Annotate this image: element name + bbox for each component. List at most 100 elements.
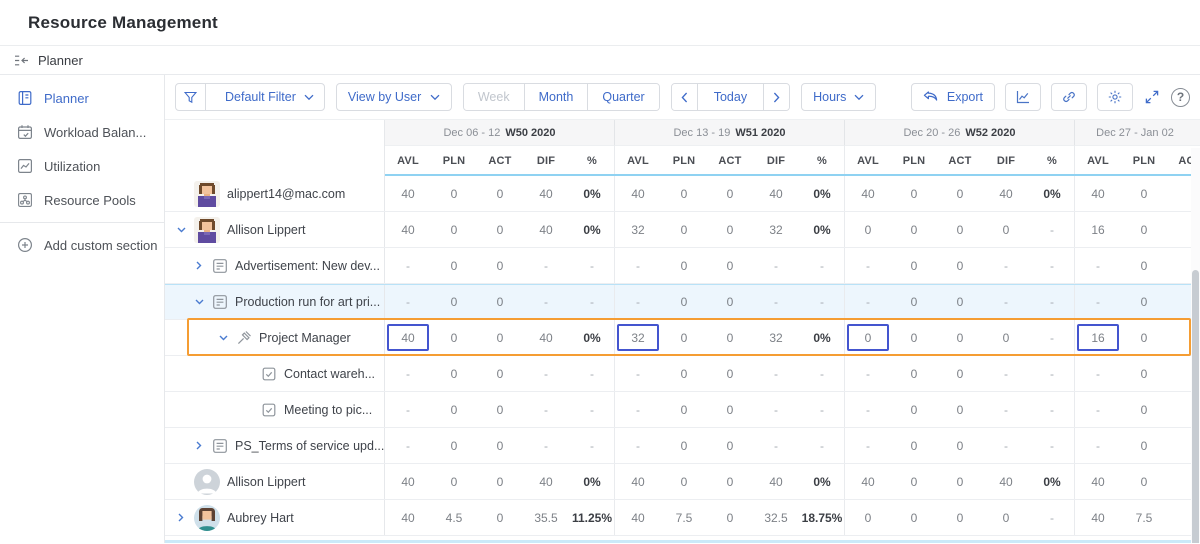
chart-view-button[interactable] <box>1005 83 1041 111</box>
cell[interactable]: 0 <box>496 366 504 381</box>
cell[interactable]: 0 <box>864 222 872 237</box>
row-name-cell[interactable]: PS_Terms of service upd... <box>165 428 385 463</box>
cell[interactable]: - <box>1096 402 1100 417</box>
cell[interactable]: - <box>1096 258 1100 273</box>
cell[interactable]: 0% <box>813 474 831 489</box>
cell[interactable]: 0 <box>956 366 964 381</box>
cell[interactable]: 0 <box>910 330 918 345</box>
cell[interactable]: 40 <box>769 474 783 489</box>
chevron-down-icon[interactable] <box>193 299 205 305</box>
cell[interactable]: 0 <box>956 438 964 453</box>
cell[interactable]: - <box>590 295 594 309</box>
cell[interactable]: - <box>1004 402 1008 417</box>
cell[interactable]: 32 <box>769 222 783 237</box>
chevron-right-icon[interactable] <box>175 513 187 522</box>
cell[interactable]: 0 <box>1140 330 1148 345</box>
cell[interactable]: 16 <box>1091 222 1105 237</box>
cell[interactable]: 7.5 <box>675 510 693 525</box>
table-row-allison-lippert[interactable]: Allison Lippert 40 0 0 40 0% 40 0 0 40 0% 40 0 0 40 0% 4… <box>165 464 1200 500</box>
collapse-panel-icon[interactable] <box>14 55 29 66</box>
cell[interactable]: - <box>774 295 778 309</box>
export-button[interactable]: Export <box>910 83 995 111</box>
vertical-scrollbar[interactable] <box>1191 148 1200 543</box>
cell[interactable]: 4.5 <box>445 510 463 525</box>
table-row-ps-terms-of-service-upd[interactable]: PS_Terms of service upd... -0 0- - -0 0- - -0 0-… <box>165 428 1200 464</box>
cell[interactable]: 0 <box>956 402 964 417</box>
row-name-cell[interactable]: Aubrey Hart <box>165 500 385 535</box>
chevron-right-icon[interactable] <box>193 261 205 270</box>
cell[interactable]: 0 <box>956 258 964 273</box>
cell[interactable]: 0 <box>910 295 918 309</box>
cell[interactable]: 40 <box>539 330 553 345</box>
cell[interactable]: 7.5 <box>1135 510 1153 525</box>
cell[interactable]: - <box>1096 295 1100 309</box>
cell[interactable]: 0 <box>1140 222 1148 237</box>
cell[interactable]: - <box>1050 222 1054 237</box>
cell[interactable]: 0 <box>680 438 688 453</box>
cell[interactable]: 40 <box>539 474 553 489</box>
cell[interactable]: - <box>1096 366 1100 381</box>
cell[interactable]: 18.75% <box>801 510 843 525</box>
month-button[interactable]: Month <box>524 84 589 110</box>
row-name-cell[interactable]: alippert14@mac.com <box>165 176 385 211</box>
cell[interactable]: - <box>866 402 870 417</box>
cell[interactable]: 0 <box>680 366 688 381</box>
cell[interactable]: - <box>1050 258 1054 273</box>
cell[interactable]: 0 <box>910 186 918 201</box>
cell[interactable]: 40 <box>769 186 783 201</box>
cell[interactable]: 0 <box>726 222 734 237</box>
table-row-contact-wareh[interactable]: Contact wareh... -0 0- - -0 0- - -0 0- - -0 <box>165 356 1200 392</box>
sidebar-item-utilization[interactable]: Utilization <box>0 149 164 183</box>
week-button[interactable]: Week <box>463 84 525 110</box>
sidebar-item-planner[interactable]: Planner <box>0 81 164 115</box>
cell[interactable]: 40 <box>539 222 553 237</box>
next-week-button[interactable] <box>764 84 790 110</box>
scrollbar-thumb[interactable] <box>1192 270 1199 543</box>
hours-dropdown[interactable]: Hours <box>801 83 877 111</box>
cell[interactable]: - <box>590 258 594 273</box>
cell[interactable]: - <box>774 258 778 273</box>
table-row-project-manager[interactable]: Project Manager 40 0 0 40 0% 32 0 0 32 0% 0 0 0 0 - 16 0 <box>165 318 1200 356</box>
cell[interactable]: - <box>636 438 640 453</box>
cell[interactable]: 32 <box>631 222 645 237</box>
settings-button[interactable] <box>1097 83 1133 111</box>
cell[interactable]: 0 <box>680 186 688 201</box>
cell[interactable]: - <box>774 366 778 381</box>
chevron-down-icon[interactable] <box>175 227 187 233</box>
cell[interactable]: 0 <box>680 330 688 345</box>
cell[interactable]: - <box>1050 330 1054 345</box>
cell[interactable]: 0% <box>583 474 601 489</box>
cell[interactable]: - <box>406 402 410 417</box>
cell[interactable]: 0 <box>726 438 734 453</box>
cell[interactable]: 0 <box>1002 330 1010 345</box>
cell[interactable]: - <box>820 402 824 417</box>
cell[interactable]: 0 <box>956 474 964 489</box>
row-name-cell[interactable]: Advertisement: New dev... <box>165 248 385 283</box>
cell[interactable]: 0 <box>496 295 504 309</box>
cell[interactable]: 0 <box>910 366 918 381</box>
cell[interactable]: 0 <box>956 222 964 237</box>
cell[interactable]: 0 <box>1140 258 1148 273</box>
cell[interactable]: - <box>1004 366 1008 381</box>
cell[interactable]: 0 <box>910 258 918 273</box>
cell[interactable]: 40 <box>999 186 1013 201</box>
cell[interactable]: 16 <box>1075 320 1121 355</box>
cell[interactable]: - <box>406 438 410 453</box>
cell[interactable]: - <box>636 366 640 381</box>
cell[interactable]: 0 <box>450 474 458 489</box>
cell[interactable]: 40 <box>631 510 645 525</box>
cell[interactable]: 0% <box>813 330 831 345</box>
cell[interactable]: 0 <box>864 510 872 525</box>
cell[interactable]: 32 <box>615 320 661 355</box>
row-name-cell[interactable]: Contact wareh... <box>165 356 385 391</box>
cell[interactable]: 0 <box>726 366 734 381</box>
fullscreen-button[interactable] <box>1143 90 1161 104</box>
cell[interactable]: 0 <box>1002 510 1010 525</box>
row-name-cell[interactable]: Project Manager <box>165 320 385 355</box>
cell[interactable]: 0 <box>726 295 734 309</box>
cell[interactable]: 0 <box>726 402 734 417</box>
cell[interactable]: 40 <box>401 186 415 201</box>
cell[interactable]: 0 <box>450 402 458 417</box>
filter-icon[interactable] <box>176 84 206 110</box>
today-button[interactable]: Today <box>697 84 765 110</box>
